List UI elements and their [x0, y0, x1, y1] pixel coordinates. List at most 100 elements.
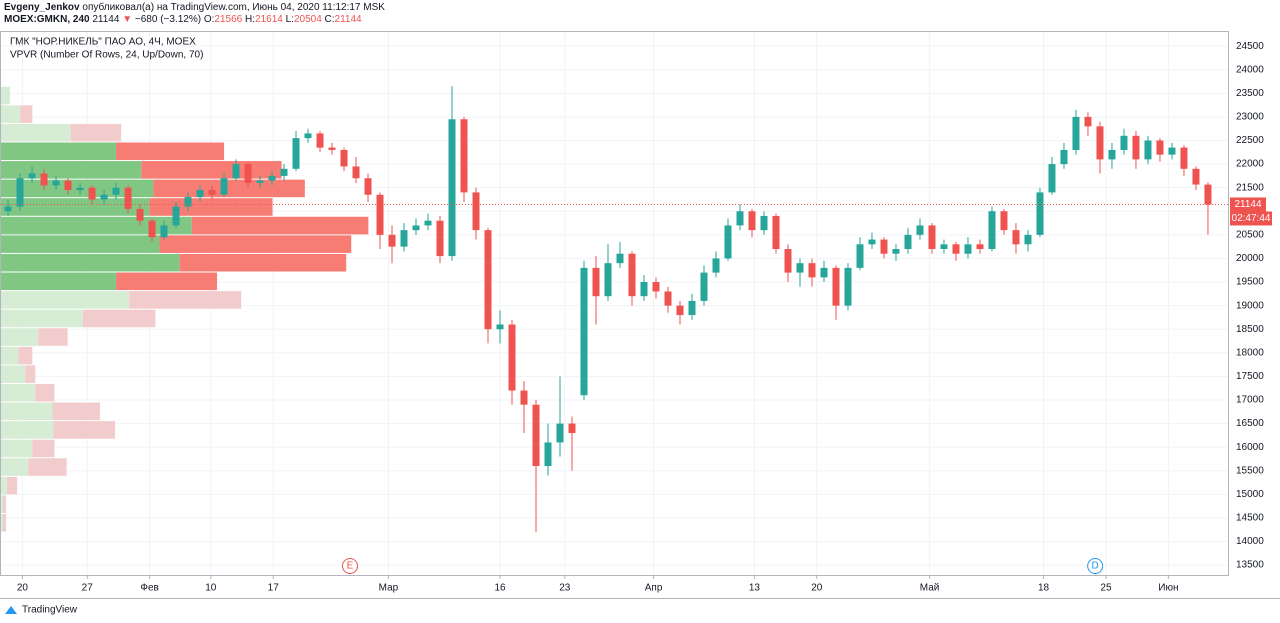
candle-body: [1156, 140, 1164, 155]
profile-down: [18, 346, 33, 365]
publish-line: Evgeny_Jenkov опубликовал(а) на TradingV…: [4, 2, 385, 14]
profile-up: [0, 123, 71, 142]
y-tick-label: 19000: [1236, 300, 1264, 311]
y-tick-label: 15500: [1236, 465, 1264, 476]
y-tick-label: 13500: [1236, 560, 1264, 571]
author: Evgeny_Jenkov: [4, 2, 80, 13]
candle-body: [736, 211, 744, 226]
candle-body: [808, 263, 816, 278]
profile-down: [129, 291, 242, 309]
candle-body: [136, 208, 144, 221]
y-tick-label: 14000: [1236, 536, 1264, 547]
candle-body: [772, 215, 780, 250]
candle-body: [880, 239, 888, 254]
quote-line: MOEX:GMKN, 240 21144 ▼ −680 (−3.12%) O:2…: [4, 14, 385, 26]
profile-down: [116, 142, 225, 161]
x-tick-label: Апр: [645, 583, 663, 594]
y-tick-label: 16500: [1236, 418, 1264, 429]
candle-body: [940, 244, 948, 250]
profile-down: [179, 253, 347, 272]
h-label: H:: [245, 14, 256, 25]
y-tick-label: 16000: [1236, 442, 1264, 453]
profile-up: [0, 161, 142, 179]
change: −680 (−3.12%): [134, 14, 202, 25]
candle-body: [400, 230, 408, 247]
candle-body: [76, 187, 84, 191]
candle-body: [1192, 168, 1200, 185]
candle-body: [1060, 149, 1068, 165]
h: 21614: [255, 14, 283, 25]
candle-body: [316, 133, 324, 148]
candle-body: [268, 175, 276, 181]
candle-body: [676, 305, 684, 316]
candle-body: [148, 220, 156, 238]
candle-body: [472, 192, 480, 231]
candle-body: [724, 225, 732, 259]
plot-frame: [0, 31, 1229, 576]
event-marker: [342, 558, 359, 574]
profile-up: [0, 365, 26, 383]
candle-body: [832, 267, 840, 306]
profile-down: [35, 383, 55, 402]
candle-body: [244, 164, 252, 183]
profile-up: [0, 142, 117, 161]
candle-body: [484, 230, 492, 330]
candle-body: [640, 282, 648, 297]
x-tick-label: 20: [17, 583, 29, 594]
candle-body: [232, 164, 240, 179]
profile-up: [0, 309, 83, 328]
candle-body: [1012, 230, 1020, 245]
event-marker: [1087, 558, 1104, 574]
candle-body: [652, 282, 660, 292]
candle-body: [1084, 116, 1092, 127]
logo-mark: [5, 606, 17, 614]
candle-body: [784, 249, 792, 273]
candle-body: [424, 220, 432, 226]
l: 20504: [293, 14, 322, 25]
y-tick-label: 17000: [1236, 395, 1264, 406]
candle-body: [328, 147, 336, 150]
countdown-tag: [1230, 211, 1272, 226]
header: Evgeny_Jenkov опубликовал(а) на TradingV…: [4, 2, 385, 26]
profile-down: [3, 513, 7, 532]
symbol: MOEX:GMKN, 240: [4, 14, 90, 25]
event-label: D: [1092, 561, 1099, 572]
profile-down: [3, 495, 7, 513]
profile-up: [0, 495, 4, 513]
profile-down: [53, 421, 116, 439]
candle-body: [1180, 147, 1188, 169]
candle-body: [352, 166, 360, 179]
candle-body: [1048, 164, 1056, 193]
y-tick-label: 18000: [1236, 347, 1264, 358]
x-tick-label: 13: [749, 583, 761, 594]
profile-down: [38, 328, 68, 346]
y-tick-label: 23500: [1236, 88, 1264, 99]
candle-body: [208, 190, 216, 195]
candle-body: [820, 267, 828, 278]
profile-up: [0, 421, 54, 439]
candle-body: [16, 178, 24, 207]
x-tick-label: 16: [494, 583, 506, 594]
candle-body: [988, 211, 996, 250]
candle-body: [340, 149, 348, 167]
x-tick-label: Мар: [379, 583, 399, 594]
profile-down: [25, 365, 36, 383]
profile-down: [70, 123, 122, 142]
profile-up: [0, 439, 33, 458]
candle-body: [592, 267, 600, 297]
y-tick-label: 23000: [1236, 112, 1264, 123]
profile-up: [0, 272, 117, 291]
candle-body: [544, 442, 552, 467]
published: опубликовал(а) на TradingView.com, Июнь …: [82, 2, 385, 13]
candle-body: [604, 263, 612, 297]
profile-down: [7, 476, 18, 495]
candle-body: [712, 258, 720, 273]
profile-down: [82, 309, 156, 328]
footer-logo: TradingView: [5, 605, 78, 616]
candle-body: [28, 173, 36, 179]
profile-up: [0, 458, 29, 476]
profile-up: [0, 86, 11, 105]
candle-body: [580, 267, 588, 396]
candle-body: [100, 194, 108, 200]
